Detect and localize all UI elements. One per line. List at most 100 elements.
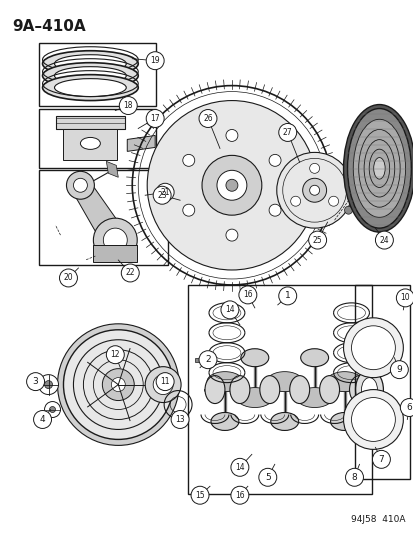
Ellipse shape [229, 376, 249, 403]
Circle shape [153, 186, 171, 204]
Ellipse shape [236, 387, 272, 408]
Ellipse shape [43, 75, 138, 101]
Ellipse shape [349, 376, 368, 403]
Ellipse shape [93, 218, 137, 262]
Text: 11: 11 [160, 377, 169, 386]
Text: 19: 19 [150, 56, 159, 65]
Text: 15: 15 [195, 491, 204, 500]
Circle shape [278, 124, 296, 141]
Ellipse shape [326, 372, 362, 392]
Ellipse shape [45, 381, 52, 389]
Circle shape [156, 183, 174, 201]
Ellipse shape [50, 407, 55, 413]
Circle shape [171, 410, 189, 429]
Ellipse shape [296, 387, 332, 408]
Text: 7: 7 [377, 455, 383, 464]
Circle shape [199, 109, 216, 127]
Text: 2: 2 [205, 355, 210, 364]
Ellipse shape [368, 149, 389, 188]
Ellipse shape [268, 155, 280, 166]
Text: 24: 24 [379, 236, 388, 245]
Circle shape [156, 373, 174, 391]
Ellipse shape [225, 130, 237, 141]
Ellipse shape [43, 51, 138, 77]
Polygon shape [127, 135, 155, 151]
Bar [38, 109, 156, 168]
Ellipse shape [182, 155, 194, 166]
Ellipse shape [216, 171, 246, 200]
Ellipse shape [361, 377, 377, 401]
Circle shape [221, 301, 238, 319]
Bar [354, 285, 409, 479]
Bar [38, 43, 156, 106]
Ellipse shape [259, 376, 279, 403]
Circle shape [146, 52, 164, 70]
Circle shape [375, 231, 392, 249]
Text: 17: 17 [150, 114, 159, 123]
Ellipse shape [268, 204, 280, 216]
Ellipse shape [63, 330, 173, 439]
Text: 14: 14 [235, 463, 244, 472]
Ellipse shape [343, 104, 413, 232]
Bar [55, 116, 125, 130]
Text: 8: 8 [351, 473, 356, 482]
Ellipse shape [240, 349, 268, 367]
Ellipse shape [73, 179, 87, 192]
Ellipse shape [373, 158, 384, 179]
Ellipse shape [330, 413, 358, 431]
Text: 12: 12 [110, 350, 120, 359]
Polygon shape [106, 161, 118, 177]
Circle shape [230, 486, 248, 504]
Ellipse shape [328, 196, 338, 206]
Text: 20: 20 [64, 273, 73, 282]
Ellipse shape [55, 79, 126, 96]
Circle shape [106, 346, 124, 364]
Ellipse shape [202, 156, 261, 215]
Ellipse shape [266, 372, 302, 392]
Text: 22: 22 [125, 269, 135, 278]
Text: 13: 13 [175, 415, 185, 424]
Polygon shape [72, 180, 126, 247]
Text: 3: 3 [33, 377, 38, 386]
Bar [38, 171, 168, 265]
Text: 27: 27 [282, 128, 292, 137]
Ellipse shape [153, 375, 173, 394]
Ellipse shape [347, 109, 411, 228]
Ellipse shape [344, 206, 351, 214]
Text: 14: 14 [225, 305, 234, 314]
Ellipse shape [351, 326, 394, 370]
Ellipse shape [55, 55, 126, 72]
Text: 94J58  410A: 94J58 410A [350, 515, 404, 524]
Circle shape [59, 269, 77, 287]
Text: 4: 4 [40, 415, 45, 424]
Text: 18: 18 [123, 101, 133, 110]
Circle shape [395, 289, 413, 307]
Text: 5: 5 [264, 473, 270, 482]
Text: 25: 25 [312, 236, 322, 245]
Ellipse shape [55, 67, 126, 85]
Circle shape [308, 231, 326, 249]
Circle shape [121, 264, 139, 282]
Ellipse shape [38, 375, 58, 394]
Text: 26: 26 [203, 114, 212, 123]
Text: 16: 16 [235, 491, 244, 500]
Circle shape [399, 399, 413, 416]
Ellipse shape [309, 185, 319, 195]
Ellipse shape [319, 376, 339, 403]
Polygon shape [93, 245, 137, 262]
Ellipse shape [300, 349, 328, 367]
Ellipse shape [102, 369, 134, 400]
Text: 1: 1 [284, 292, 290, 301]
Ellipse shape [225, 229, 237, 241]
Circle shape [33, 410, 51, 429]
Ellipse shape [225, 179, 237, 191]
Text: 6: 6 [406, 403, 411, 412]
Ellipse shape [182, 204, 194, 216]
Ellipse shape [204, 376, 224, 403]
Circle shape [389, 361, 407, 378]
Ellipse shape [352, 119, 405, 217]
Ellipse shape [206, 372, 242, 392]
Circle shape [372, 450, 389, 469]
Text: 9: 9 [396, 365, 401, 374]
Circle shape [26, 373, 45, 391]
